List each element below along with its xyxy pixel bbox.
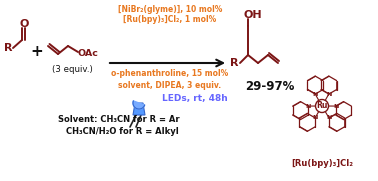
Text: N: N [313,92,318,97]
Text: [NiBr₂(glyme)], 10 mol%: [NiBr₂(glyme)], 10 mol% [118,5,222,14]
Text: [Ru(bpy)₃]Cl₂, 1 mol%: [Ru(bpy)₃]Cl₂, 1 mol% [123,16,217,24]
Text: solvent, DIPEA, 3 equiv.: solvent, DIPEA, 3 equiv. [118,81,222,89]
Polygon shape [133,103,145,115]
Text: R: R [4,43,12,53]
Text: O: O [20,19,29,29]
Text: (3 equiv.): (3 equiv.) [52,64,92,73]
Text: LEDs, rt, 48h: LEDs, rt, 48h [162,94,228,104]
Text: Ru: Ru [316,102,328,110]
Text: +: + [31,43,43,58]
Text: N: N [333,104,338,109]
Text: 29-97%: 29-97% [245,79,295,92]
Text: CH₃CN/H₂O for R = Alkyl: CH₃CN/H₂O for R = Alkyl [66,127,179,136]
Text: Solvent: CH₃CN for R = Ar: Solvent: CH₃CN for R = Ar [58,115,180,123]
Text: N: N [326,115,332,120]
Text: o-phenanthroline, 15 mol%: o-phenanthroline, 15 mol% [112,70,229,79]
Text: R: R [230,58,239,68]
Circle shape [316,100,328,113]
Text: OH: OH [244,10,263,20]
Text: N: N [326,92,332,97]
Text: N: N [305,104,311,109]
Text: [Ru(bpy)₃]Cl₂: [Ru(bpy)₃]Cl₂ [291,159,353,167]
Polygon shape [133,101,145,109]
Text: N: N [312,115,318,120]
Text: OAc: OAc [78,49,99,58]
